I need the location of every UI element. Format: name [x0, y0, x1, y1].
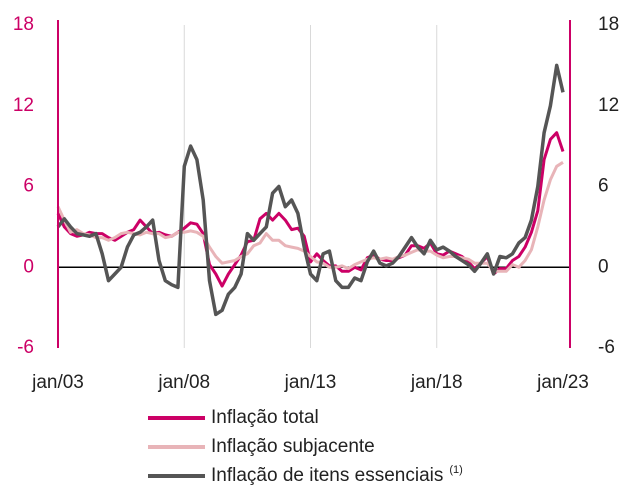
legend-label: Inflação subjacente: [211, 436, 375, 457]
legend-label: Inflação total: [211, 407, 319, 428]
y-tick-label: -6: [17, 337, 34, 358]
x-tick-label: jan/18: [410, 372, 463, 393]
x-tick-label: jan/03: [31, 372, 84, 393]
x-tick-label: jan/08: [157, 372, 210, 393]
legend-text: Inflação subjacente: [211, 436, 375, 457]
x-tick-label: jan/13: [284, 372, 337, 393]
y2-tick-label: 0: [598, 256, 609, 277]
y-tick-label: 12: [13, 95, 34, 116]
y2-tick-label: 18: [598, 14, 619, 35]
y-tick-label: 0: [23, 256, 34, 277]
y-tick-label: 6: [23, 176, 34, 197]
y2-tick-label: 6: [598, 176, 609, 197]
legend-text: Inflação total: [211, 407, 319, 428]
legend-note: (1): [449, 464, 462, 476]
y-tick-label: 18: [13, 14, 34, 35]
y2-tick-label: -6: [598, 337, 615, 358]
legend-label: Inflação de itens essenciais (1): [211, 464, 463, 486]
y2-tick-label: 12: [598, 95, 619, 116]
legend-text: Inflação de itens essenciais: [211, 465, 443, 486]
series-line: [56, 63, 565, 317]
x-tick-label: jan/23: [536, 372, 589, 393]
